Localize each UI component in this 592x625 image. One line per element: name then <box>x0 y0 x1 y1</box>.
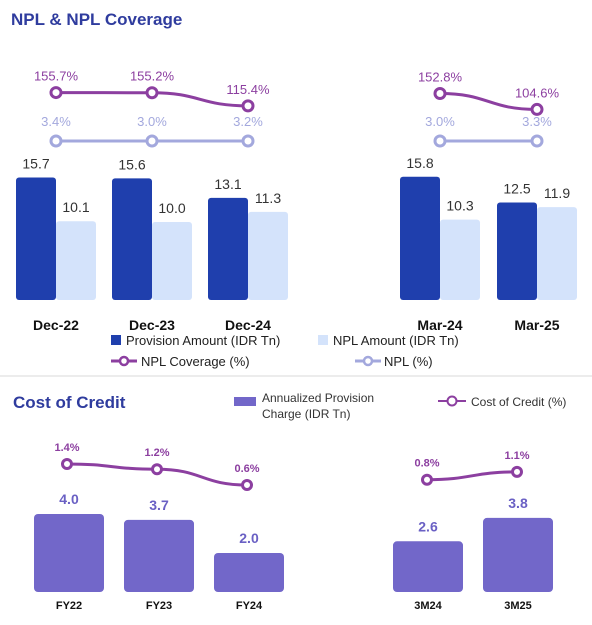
legend-swatch-npl-amount <box>318 335 328 345</box>
category-label-3m25: 3M25 <box>504 600 532 612</box>
label-provision-dec-24: 13.1 <box>214 176 241 192</box>
category-label-mar-25: Mar-25 <box>514 317 559 333</box>
legend-label-npl-coverage: NPL Coverage (%) <box>141 354 250 369</box>
npl-coverage-line-segment-2 <box>439 92 538 111</box>
npl-ratio-point-dec-24 <box>241 134 255 148</box>
legend-label-npl-ratio: NPL (%) <box>384 354 433 369</box>
legend-label-cost-of-credit: Cost of Credit (%) <box>471 395 566 409</box>
legend-label-provision-charge-line1: Annualized Provision <box>262 391 374 405</box>
label-npl-amount-dec-22: 10.1 <box>62 199 89 215</box>
legend-marker-npl-ratio <box>362 355 374 367</box>
bar-provision-dec-22 <box>16 177 56 300</box>
cost-of-credit-point-fy24 <box>241 479 253 491</box>
bar-npl-amount-dec-23 <box>152 222 192 300</box>
cost-of-credit-label-fy22: 1.4% <box>54 442 79 454</box>
label-npl-amount-mar-24: 10.3 <box>446 198 473 214</box>
legend-label-provision-charge-line2: Charge (IDR Tn) <box>262 407 350 421</box>
legend-marker-npl-coverage <box>118 355 130 367</box>
npl-coverage-point-dec-23 <box>145 86 159 100</box>
bar-npl-amount-mar-24 <box>440 219 480 300</box>
npl-coverage-label-mar-25: 104.6% <box>515 85 560 100</box>
cost-of-credit-label-3m24: 0.8% <box>414 458 439 470</box>
bar-provision-charge-3m25 <box>483 517 553 592</box>
legend-swatch-provision <box>111 335 121 345</box>
cost-of-credit-chart: 4.0 FY22 3.7 FY23 2.0 FY24 2.6 3M24 3.8 3M25 1.4% 1… <box>34 391 566 612</box>
npl-chart-title: NPL & NPL Coverage <box>11 10 182 29</box>
label-provision-charge-3m24: 2.6 <box>418 518 438 534</box>
legend-label-npl-amount: NPL Amount (IDR Tn) <box>333 333 459 348</box>
cost-of-credit-label-3m25: 1.1% <box>504 450 529 462</box>
bar-provision-charge-fy22 <box>34 514 104 592</box>
label-provision-mar-24: 15.8 <box>406 155 433 171</box>
npl-coverage-point-mar-25 <box>530 102 544 116</box>
category-label-3m24: 3M24 <box>414 600 442 612</box>
label-npl-amount-dec-24: 11.3 <box>255 190 281 206</box>
bar-provision-mar-25 <box>497 202 537 300</box>
npl-ratio-point-mar-24 <box>433 134 447 148</box>
bar-npl-amount-mar-25 <box>537 207 577 300</box>
category-label-mar-24: Mar-24 <box>417 317 462 333</box>
npl-coverage-point-mar-24 <box>433 87 447 101</box>
category-label-fy23: FY23 <box>146 600 172 612</box>
category-label-fy22: FY22 <box>56 600 82 612</box>
legend-swatch-provision-charge <box>234 397 256 406</box>
cost-of-credit-point-fy23 <box>151 463 163 476</box>
npl-coverage-label-mar-24: 152.8% <box>418 70 463 85</box>
legend-marker-cost-of-credit <box>446 395 458 407</box>
npl-coverage-label-dec-22: 155.7% <box>34 69 79 84</box>
bar-provision-charge-fy23 <box>124 519 194 592</box>
label-provision-charge-fy23: 3.7 <box>149 497 169 513</box>
bar-npl-amount-dec-24 <box>248 211 288 300</box>
cost-of-credit-line-segment-2 <box>426 470 518 482</box>
npl-ratio-label-dec-24: 3.2% <box>233 114 263 129</box>
npl-coverage-point-dec-22 <box>49 86 63 100</box>
bar-provision-dec-24 <box>208 197 248 300</box>
npl-ratio-label-mar-24: 3.0% <box>425 114 455 129</box>
category-label-dec-24: Dec-24 <box>225 317 271 333</box>
npl-ratio-point-mar-25 <box>530 134 544 148</box>
bar-provision-dec-23 <box>112 178 152 300</box>
npl-ratio-label-mar-25: 3.3% <box>522 114 552 129</box>
label-provision-charge-3m25: 3.8 <box>508 495 528 511</box>
bar-provision-charge-3m24 <box>393 541 463 592</box>
cost-of-credit-label-fy24: 0.6% <box>234 463 259 475</box>
bar-npl-amount-dec-22 <box>56 221 96 300</box>
npl-coverage-label-dec-23: 155.2% <box>130 69 175 84</box>
legend-label-provision: Provision Amount (IDR Tn) <box>126 333 280 348</box>
label-provision-dec-22: 15.7 <box>22 156 49 172</box>
npl-ratio-label-dec-22: 3.4% <box>41 114 71 129</box>
category-label-fy24: FY24 <box>236 600 263 612</box>
cost-chart-title: Cost of Credit <box>13 393 126 412</box>
npl-ratio-label-dec-23: 3.0% <box>137 114 167 129</box>
npl-coverage-point-dec-24 <box>241 99 255 113</box>
label-provision-charge-fy24: 2.0 <box>239 530 259 546</box>
bar-provision-charge-fy24 <box>214 553 284 592</box>
label-npl-amount-dec-23: 10.0 <box>158 200 185 216</box>
label-provision-dec-23: 15.6 <box>118 156 145 172</box>
label-npl-amount-mar-25: 11.9 <box>544 185 570 201</box>
cost-of-credit-label-fy23: 1.2% <box>144 447 169 459</box>
cost-of-credit-point-3m25 <box>511 465 523 478</box>
cost-of-credit-point-3m24 <box>421 473 433 486</box>
label-provision-mar-25: 12.5 <box>503 181 530 197</box>
npl-ratio-point-dec-22 <box>49 134 63 148</box>
npl-chart: 15.7 10.1 Dec-22 15.6 10.0 Dec-23 13.1 11.3 Dec-… <box>16 69 577 369</box>
bar-provision-mar-24 <box>400 176 440 300</box>
cost-of-credit-point-fy22 <box>61 457 73 470</box>
npl-ratio-point-dec-23 <box>145 134 159 148</box>
category-label-dec-22: Dec-22 <box>33 317 79 333</box>
npl-coverage-label-dec-24: 115.4% <box>226 82 270 97</box>
label-provision-charge-fy22: 4.0 <box>59 491 79 507</box>
category-label-dec-23: Dec-23 <box>129 317 175 333</box>
